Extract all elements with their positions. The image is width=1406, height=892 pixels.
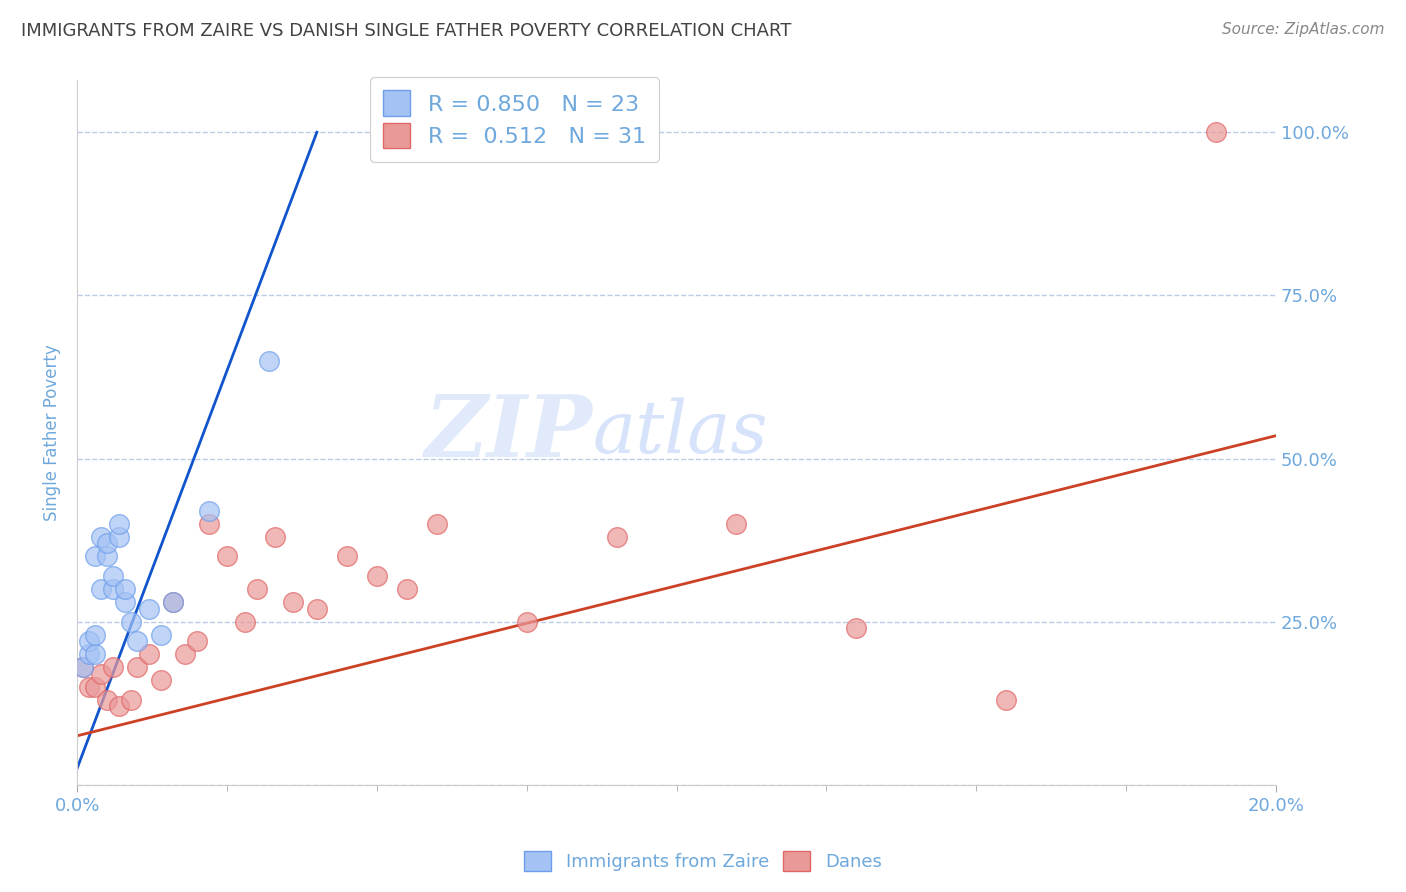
Point xyxy=(138,601,160,615)
Point xyxy=(77,634,100,648)
Point xyxy=(108,699,131,714)
Point xyxy=(114,582,136,596)
Legend: R = 0.850   N = 23, R =  0.512   N = 31: R = 0.850 N = 23, R = 0.512 N = 31 xyxy=(370,77,659,161)
Point xyxy=(72,660,94,674)
Point xyxy=(77,647,100,661)
Point xyxy=(120,693,142,707)
Point xyxy=(305,601,328,615)
Point xyxy=(845,621,868,635)
Point xyxy=(96,693,118,707)
Point xyxy=(84,628,107,642)
Point xyxy=(395,582,418,596)
Point xyxy=(84,680,107,694)
Point xyxy=(84,647,107,661)
Point xyxy=(125,634,148,648)
Text: ZIP: ZIP xyxy=(425,391,592,475)
Legend: Immigrants from Zaire, Danes: Immigrants from Zaire, Danes xyxy=(517,844,889,879)
Point xyxy=(995,693,1018,707)
Point xyxy=(77,680,100,694)
Point xyxy=(257,353,280,368)
Point xyxy=(162,595,184,609)
Point xyxy=(150,628,173,642)
Point xyxy=(426,516,449,531)
Point xyxy=(215,549,238,564)
Point xyxy=(336,549,359,564)
Point xyxy=(72,660,94,674)
Point xyxy=(150,673,173,688)
Text: atlas: atlas xyxy=(592,397,768,467)
Point xyxy=(108,530,131,544)
Point xyxy=(198,516,221,531)
Point xyxy=(96,549,118,564)
Point xyxy=(233,615,256,629)
Point xyxy=(1205,125,1227,139)
Point xyxy=(606,530,628,544)
Point xyxy=(138,647,160,661)
Point xyxy=(125,660,148,674)
Point xyxy=(90,666,112,681)
Point xyxy=(174,647,197,661)
Point xyxy=(90,582,112,596)
Point xyxy=(120,615,142,629)
Point xyxy=(162,595,184,609)
Point xyxy=(108,516,131,531)
Y-axis label: Single Father Poverty: Single Father Poverty xyxy=(44,344,60,521)
Point xyxy=(246,582,269,596)
Point xyxy=(198,504,221,518)
Point xyxy=(84,549,107,564)
Point xyxy=(516,615,538,629)
Point xyxy=(96,536,118,550)
Point xyxy=(725,516,748,531)
Point xyxy=(114,595,136,609)
Text: IMMIGRANTS FROM ZAIRE VS DANISH SINGLE FATHER POVERTY CORRELATION CHART: IMMIGRANTS FROM ZAIRE VS DANISH SINGLE F… xyxy=(21,22,792,40)
Text: Source: ZipAtlas.com: Source: ZipAtlas.com xyxy=(1222,22,1385,37)
Point xyxy=(281,595,304,609)
Point xyxy=(264,530,287,544)
Point xyxy=(101,660,124,674)
Point xyxy=(101,582,124,596)
Point xyxy=(186,634,208,648)
Point xyxy=(90,530,112,544)
Point xyxy=(101,569,124,583)
Point xyxy=(366,569,388,583)
